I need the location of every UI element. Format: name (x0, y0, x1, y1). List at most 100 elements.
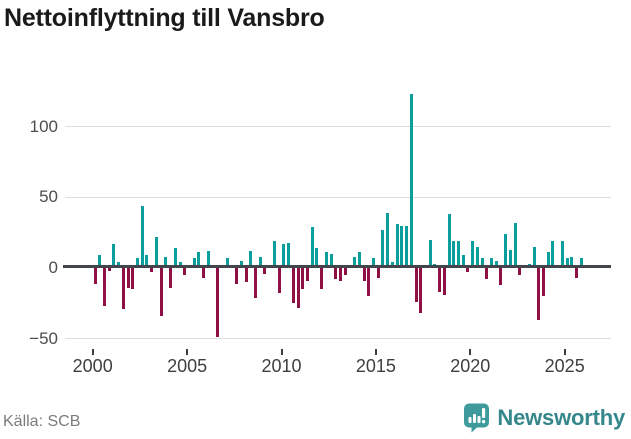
bar (305, 268, 309, 281)
bar (452, 241, 456, 268)
bar (353, 256, 357, 268)
bar (570, 256, 574, 268)
bar (112, 243, 116, 268)
bar (428, 239, 432, 268)
bar (381, 229, 385, 268)
bar (485, 268, 489, 280)
bar (192, 258, 196, 268)
gridline (65, 196, 611, 198)
bar (315, 248, 319, 268)
bar-chart-speech-bubble-icon (463, 403, 490, 433)
bar (362, 268, 366, 281)
bar (367, 268, 371, 297)
bar (414, 268, 418, 302)
bar (202, 268, 206, 278)
bar (277, 268, 281, 294)
gridline (65, 338, 611, 340)
bar (532, 246, 536, 268)
x-tick-mark (91, 349, 94, 355)
bar (310, 226, 314, 268)
bar-chart: 100 50 0 −50 2000 2005 2010 2015 2020 2025 (29, 80, 611, 376)
bar (320, 268, 324, 290)
bar (183, 268, 187, 276)
bar (508, 249, 512, 268)
bar (466, 268, 470, 273)
bar (419, 268, 423, 314)
bar (282, 243, 286, 268)
footer: Källa: SCB Newsworthy (0, 399, 631, 439)
x-tick-label: 2025 (544, 356, 585, 376)
bar (537, 268, 541, 321)
bar (579, 258, 583, 268)
x-tick-mark (469, 349, 472, 355)
bar (136, 258, 140, 268)
bar (480, 258, 484, 268)
x-tick-label: 2010 (261, 356, 302, 376)
bar (301, 268, 305, 290)
bar (296, 268, 300, 308)
bar (343, 268, 347, 276)
bar (471, 241, 475, 268)
bar (121, 268, 125, 309)
y-tick-label: 0 (48, 258, 58, 277)
bar (254, 268, 258, 298)
x-tick-label: 2000 (72, 356, 113, 376)
bar (560, 241, 564, 268)
bar (272, 241, 276, 268)
bar (504, 234, 508, 268)
x-tick-label: 2020 (450, 356, 491, 376)
bar (145, 255, 149, 268)
bar (541, 268, 545, 297)
gridline (65, 126, 611, 128)
bar (475, 246, 479, 268)
bar (499, 268, 503, 285)
bar (93, 268, 97, 284)
bar (206, 251, 210, 268)
bar (239, 260, 243, 268)
bar (395, 224, 399, 268)
bar (150, 268, 154, 273)
bar (249, 251, 253, 268)
bar (263, 268, 267, 274)
bar (126, 268, 130, 288)
x-tick-mark (280, 349, 283, 355)
bar (372, 258, 376, 268)
bar (546, 252, 550, 268)
bar (461, 255, 465, 268)
bar (575, 268, 578, 278)
bar (159, 268, 163, 317)
bar (565, 258, 569, 268)
bar (513, 222, 517, 268)
bar (287, 242, 291, 268)
bar (98, 255, 102, 268)
plot-area (63, 80, 611, 348)
newsworthy-logo[interactable]: Newsworthy (463, 402, 625, 434)
bar (494, 260, 498, 268)
bar (131, 268, 135, 290)
bar (164, 256, 168, 268)
bar (140, 205, 144, 268)
x-tick-label: 2015 (355, 356, 396, 376)
bar (329, 253, 333, 268)
bar (107, 268, 111, 271)
bar (438, 268, 442, 293)
bar (376, 268, 380, 278)
bar (291, 268, 295, 304)
bar (169, 268, 173, 288)
bar (225, 258, 229, 268)
x-tick-mark (563, 349, 566, 355)
bar (490, 258, 494, 268)
bar (334, 268, 338, 280)
bar (244, 268, 248, 283)
x-tick-mark (186, 349, 189, 355)
brand-name: Newsworthy (497, 405, 625, 430)
y-tick-label: 100 (29, 116, 58, 136)
bar (154, 236, 158, 268)
zero-line (63, 265, 611, 268)
bar (357, 252, 361, 268)
bar (339, 268, 342, 281)
source-label: Källa: SCB (3, 413, 81, 430)
bar (103, 268, 106, 307)
chart-title: Nettoinflyttning till Vansbro (4, 4, 325, 32)
bar (457, 241, 460, 268)
